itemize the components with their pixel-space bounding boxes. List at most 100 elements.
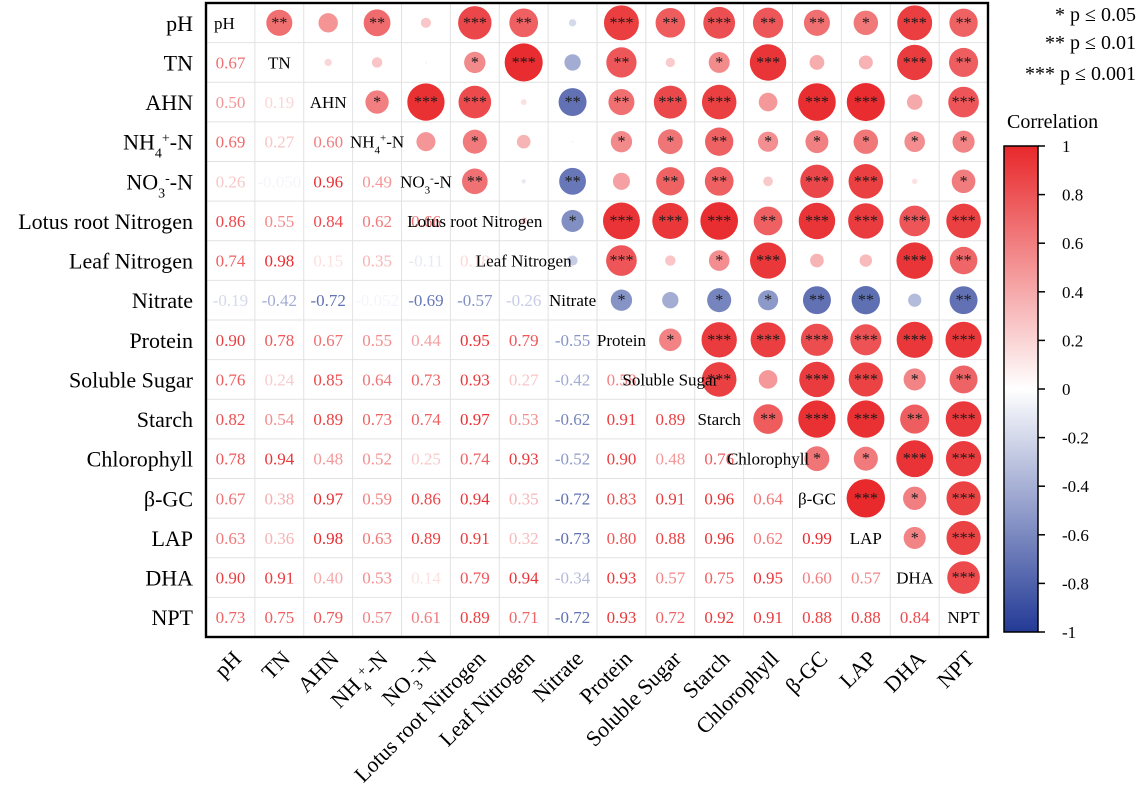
corr-circle-ph-nh4-n [363,9,391,37]
corr-value-protein-lotus-root-nitrogen: 0.95 [460,331,490,350]
corr-circle-ph-gc [803,9,830,36]
corr-circle-ahn-lap [846,83,885,122]
sig-stars: *** [658,94,682,111]
row-label-protein: Protein [129,328,193,353]
corr-circle-tn-nitrate [564,54,581,71]
sig-stars: ** [662,173,678,190]
corr-circle-leaf-nitrogen-gc [810,253,824,268]
row-label-lotus-root-nitrogen: Lotus root Nitrogen [18,209,193,234]
sig-stars: ** [516,15,532,32]
corr-circle-no3-n-nitrate [559,167,586,195]
corr-value-npt-gc: 0.88 [802,608,832,627]
corr-value-leaf-nitrogen-lotus-root-nitrogen: 0.18 [460,252,490,271]
corr-value-starch-soluble-sugar: 0.89 [655,410,685,429]
corr-circle-nh4-n-no3-n [416,132,436,152]
corr-circle-ahn-starch [701,84,737,120]
sig-stars: ** [613,94,629,111]
corr-value-chlorophyll-nitrate: -0.52 [555,450,590,469]
corr-circle-nitrate-npt [949,286,978,315]
row-label-ahn: AHN [145,90,193,115]
corr-circle-lotus-root-nitrogen-starch [700,202,739,240]
corr-circle-gc-lap [846,479,886,518]
sig-stars: ** [858,292,874,309]
sig-stars: * [617,134,625,151]
sig-stars: *** [756,253,780,270]
corr-circle-no3-n-soluble-sugar [656,167,685,196]
sig-stars: *** [707,15,731,32]
corr-value-lap-ph: 0.63 [216,529,246,548]
corr-circle-ph-lap [853,10,879,36]
diagonal-label-leaf-nitrogen: Leaf Nitrogen [476,252,572,271]
corr-value-lap-starch: 0.96 [704,529,734,548]
corr-circle-lotus-root-nitrogen-soluble-sugar [652,202,689,239]
corr-value-npt-leaf-nitrogen: 0.71 [509,608,539,627]
corr-value-lotus-root-nitrogen-no3-n: 0.66 [411,212,441,231]
corr-circle-lotus-root-nitrogen-leaf-nitrogen [520,217,528,225]
sig-stars: ** [271,15,287,32]
sig-stars: *** [903,15,927,32]
corr-value-npt-protein: 0.93 [607,608,637,627]
corr-value-lap-chlorophyll: 0.62 [753,529,783,548]
diagonal-label-lotus-root-nitrogen: Lotus root Nitrogen [407,212,543,231]
sig-stars: ** [467,173,483,190]
corr-circle-leaf-nitrogen-lap [859,254,873,267]
sig-stars: * [471,54,479,71]
corr-circle-no3-n-lap [848,164,884,199]
significance-legend-1: * p ≤ 0.05 [1055,4,1136,26]
corr-value-dha-tn: 0.91 [264,569,294,588]
sig-stars: *** [903,332,927,349]
corr-value-no3-n-tn: -0.050 [257,172,301,191]
sig-stars: *** [903,451,927,468]
row-label-no3-n: NO3--N [126,169,193,201]
colorbar-tick-label: -0.4 [1062,477,1089,496]
diagonal-label-gc: β-GC [798,489,836,508]
corr-circle-nitrate-dha [908,293,922,307]
sig-stars: * [862,15,870,32]
corr-circle-lap-npt [946,520,981,556]
sig-stars: * [960,173,968,190]
sig-stars: *** [414,94,438,111]
corr-circle-tn-lap [858,55,873,70]
corr-circle-nitrate-soluble-sugar [662,292,679,309]
sig-stars: * [715,54,723,71]
column-label-nitrate: Nitrate [527,646,588,707]
corr-circle-nh4-n-chlorophyll [757,131,779,152]
corr-circle-soluble-sugar-chlorophyll [758,370,778,389]
corr-value-starch-ahn: 0.89 [313,410,343,429]
corr-value-chlorophyll-ahn: 0.48 [313,450,343,469]
corr-value-dha-ph: 0.90 [216,569,246,588]
corr-circle-tn-lotus-root-nitrogen [464,51,486,74]
sig-stars: ** [369,15,385,32]
corr-value-starch-no3-n: 0.74 [411,410,441,429]
significance-legend-3: *** p ≤ 0.001 [1025,63,1136,85]
corr-circle-tn-soluble-sugar [665,57,675,68]
corr-circle-ahn-nh4-n [365,90,389,114]
sig-stars: *** [805,411,829,428]
corr-circle-gc-npt [946,481,981,516]
corr-value-lap-nh4-n: 0.63 [362,529,392,548]
corr-circle-chlorophyll-lap [853,446,878,471]
corr-value-tn-ph: 0.67 [216,53,246,72]
sig-stars: ** [760,15,776,32]
sig-stars: *** [609,253,633,270]
sig-stars: ** [711,173,727,190]
sig-stars: *** [805,213,829,230]
corr-circle-no3-n-starch [704,166,734,196]
sig-stars: *** [952,332,976,349]
sig-stars: *** [707,213,731,230]
sig-stars: *** [952,213,976,230]
corr-circle-nh4-n-soluble-sugar [657,129,683,155]
corr-value-starch-tn: 0.54 [264,410,294,429]
corr-circle-starch-npt [945,401,982,437]
corr-value-nh4-n-ahn: 0.60 [313,133,343,152]
corr-value-soluble-sugar-no3-n: 0.73 [411,370,441,389]
corr-circle-dha-npt [947,561,980,594]
corr-value-lap-nitrate: -0.73 [555,529,590,548]
corr-circle-lotus-root-nitrogen-dha [899,205,931,237]
sig-stars: *** [952,490,976,507]
row-label-ph: pH [166,11,193,36]
row-label-tn: TN [164,50,193,75]
corr-circle-leaf-nitrogen-chlorophyll [750,242,787,279]
corr-value-soluble-sugar-protein: 0.58 [607,370,637,389]
